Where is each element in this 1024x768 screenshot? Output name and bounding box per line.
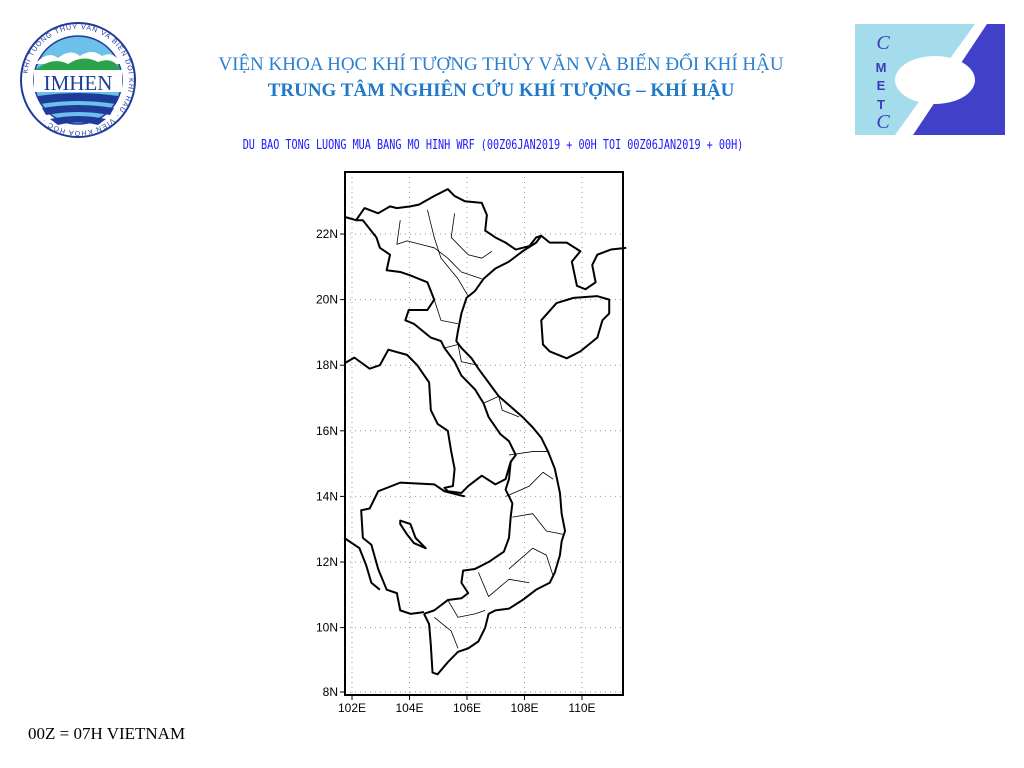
x-tick-label: 102E (338, 701, 366, 715)
tonle-sap-lake (400, 521, 425, 549)
x-tick-label: 106E (453, 701, 481, 715)
svg-text:C: C (876, 32, 890, 54)
province-borders (397, 210, 564, 649)
hainan-island (541, 296, 609, 358)
svg-text:E: E (877, 78, 886, 93)
svg-text:C: C (876, 111, 890, 133)
vietnam-outline (356, 189, 565, 674)
map-subtitle: DU BAO TONG LUONG MUA BANG MO HINH WRF (… (242, 138, 744, 153)
x-tick-label: 110E (568, 701, 595, 715)
y-tick-label: 22N (316, 227, 338, 241)
y-tick-label: 14N (316, 489, 338, 503)
y-tick-label: 18N (316, 358, 338, 372)
map-frame (344, 171, 624, 696)
country-borders (344, 189, 626, 674)
svg-text:T: T (877, 97, 885, 112)
cmetc-logo: M E T C C (855, 24, 1005, 135)
y-tick-label: 10N (316, 621, 338, 635)
laos-border (344, 350, 511, 493)
y-tick-label: 16N (316, 424, 338, 438)
institute-title: VIỆN KHOA HỌC KHÍ TƯỢNG THỦY VĂN VÀ BIẾN… (218, 54, 784, 75)
y-tick-label: 20N (316, 293, 338, 307)
svg-text:M: M (876, 60, 887, 75)
svg-text:IMHEN: IMHEN (44, 71, 113, 95)
x-tick-label: 108E (510, 701, 538, 715)
thailand-coast (344, 538, 380, 590)
center-title: TRUNG TÂM NGHIÊN CỨU KHÍ TƯỢNG – KHÍ HẬU (267, 80, 735, 101)
map-axes: 102E 104E 106E 108E 110E 22N 20N 18N 16N 14N 12N 10… (316, 227, 596, 715)
map-grid (345, 172, 623, 695)
y-tick-label: 12N (316, 555, 338, 569)
y-tick-label: 8N (323, 685, 338, 699)
x-tick-label: 104E (395, 701, 423, 715)
china-coast (541, 236, 626, 290)
vietnam-west-border (344, 217, 516, 614)
imhen-logo: IMHEN KHI TUONG THUY VAN VA BIEN DOI KHI… (20, 22, 136, 138)
timezone-note: 00Z = 07H VIETNAM (28, 724, 186, 743)
cambodia-border (361, 483, 465, 614)
